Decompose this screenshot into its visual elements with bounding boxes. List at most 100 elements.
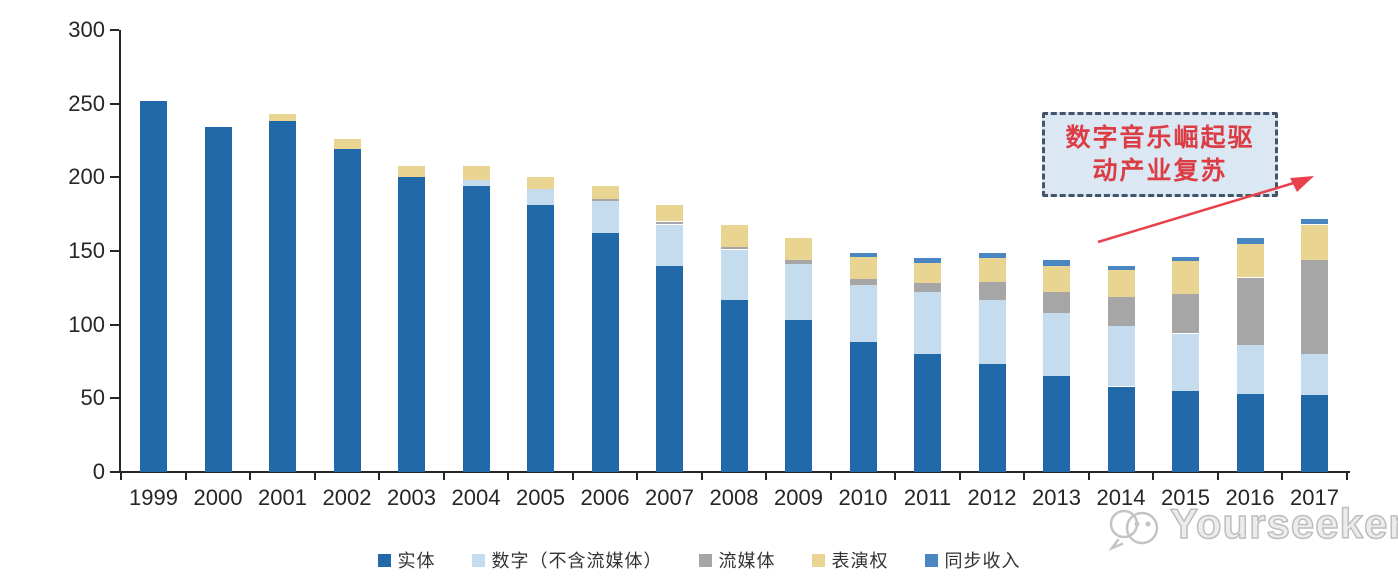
bar-2011-physical: [914, 354, 941, 472]
x-tick-mark: [1281, 472, 1284, 480]
bar-2009-physical: [785, 320, 812, 472]
x-tick-mark: [249, 472, 252, 480]
bar-2016-digital-excl-streaming: [1236, 345, 1264, 394]
watermark: Yourseeker: [1102, 498, 1398, 558]
x-axis-label-2007: 2007: [645, 485, 694, 510]
x-axis-label-2010: 2010: [838, 485, 888, 510]
x-axis-label-2001: 2001: [258, 485, 307, 510]
x-tick-mark: [442, 472, 445, 480]
bar-2017-digital-excl-streaming: [1301, 354, 1328, 396]
bar-2005-digital-excl-streaming: [527, 189, 554, 206]
y-tick-mark: [110, 323, 119, 326]
bar-2007-performance-rights: [656, 205, 683, 222]
bar-2006-physical: [591, 233, 619, 472]
x-tick-mark: [120, 472, 123, 480]
bar-2008-performance-rights: [720, 224, 748, 247]
bar-2002-performance-rights: [333, 139, 361, 150]
bar-2013-streaming: [1043, 292, 1070, 313]
bar-2016-performance-rights: [1236, 243, 1264, 278]
legend-label-streaming: 流媒体: [718, 551, 776, 571]
bar-2008-digital-excl-streaming: [720, 249, 748, 300]
bar-2004-physical: [462, 186, 490, 472]
x-axis-label-2017: 2017: [1290, 485, 1339, 510]
bar-2012-performance-rights: [978, 258, 1006, 282]
bar-2014-performance-rights: [1107, 270, 1135, 297]
x-tick-mark: [507, 472, 510, 480]
legend-label-physical: 实体: [397, 551, 436, 571]
x-axis-label-2005: 2005: [516, 485, 565, 510]
x-tick-mark: [313, 472, 316, 480]
x-tick-mark: [1087, 472, 1090, 480]
y-tick-label: 200: [68, 164, 105, 190]
x-axis-label-2013: 2013: [1032, 485, 1081, 510]
bar-2014-digital-excl-streaming: [1107, 326, 1135, 387]
y-tick-label: 100: [68, 311, 105, 337]
y-tick-mark: [110, 29, 119, 31]
x-tick-mark: [700, 472, 703, 480]
bar-2011-sync-revenue: [914, 258, 941, 263]
bar-2004-performance-rights: [462, 165, 490, 181]
bar-2013-digital-excl-streaming: [1043, 312, 1070, 377]
x-tick-mark: [571, 472, 574, 480]
bar-2006-digital-excl-streaming: [591, 200, 619, 234]
bar-2001-physical: [269, 121, 296, 472]
legend: 实体 数字（不含流媒体） 流媒体 表演权 同步收入: [0, 547, 1398, 573]
bar-2008-streaming: [720, 246, 748, 250]
y-tick-mark: [110, 250, 119, 252]
x-tick-mark: [958, 472, 961, 480]
annotation-text-line2: 动产业复苏: [1092, 156, 1228, 185]
x-axis-label-2014: 2014: [1096, 485, 1146, 510]
bar-2000-physical: [204, 127, 232, 472]
bar-2015-performance-rights: [1172, 261, 1199, 294]
legend-label-performance-rights: 表演权: [831, 551, 889, 571]
legend-swatch-digital-excl-streaming: [471, 553, 485, 567]
bar-2015-streaming: [1172, 293, 1199, 334]
x-axis-label-2015: 2015: [1161, 485, 1210, 510]
bar-2008-physical: [720, 299, 748, 472]
legend-item-digital-excl-streaming: 数字（不含流媒体）: [471, 547, 663, 573]
bar-2011-streaming: [914, 283, 941, 293]
legend-item-physical: 实体: [377, 547, 436, 573]
y-tick-label: 150: [68, 238, 105, 263]
bar-2014-streaming: [1107, 296, 1135, 327]
legend-label-digital-excl-streaming: 数字（不含流媒体）: [491, 551, 663, 571]
y-tick-mark: [110, 471, 119, 473]
x-axis-label-2012: 2012: [967, 485, 1017, 510]
legend-swatch-streaming: [698, 553, 712, 567]
bar-2013-sync-revenue: [1043, 259, 1070, 266]
y-tick-label: 0: [92, 459, 105, 484]
legend-swatch-physical: [377, 553, 391, 567]
x-tick-mark: [894, 472, 897, 480]
x-axis-label-2002: 2002: [322, 485, 372, 510]
annotation-callout-box: 数字音乐崛起驱 动产业复苏: [1042, 112, 1278, 197]
bar-2009-performance-rights: [785, 237, 812, 260]
bar-2015-digital-excl-streaming: [1172, 333, 1199, 391]
bar-2006-streaming: [591, 199, 619, 201]
bar-2010-sync-revenue: [849, 252, 877, 257]
y-tick-mark: [110, 397, 119, 400]
bar-2012-streaming: [978, 281, 1006, 300]
legend-label-sync-revenue: 同步收入: [944, 551, 1021, 571]
bar-2015-sync-revenue: [1172, 256, 1199, 262]
x-tick-mark: [765, 472, 768, 480]
bar-2014-sync-revenue: [1107, 265, 1135, 271]
x-tick-mark: [378, 472, 381, 480]
bar-2012-physical: [978, 364, 1006, 472]
bar-2009-streaming: [785, 259, 812, 265]
bar-2012-digital-excl-streaming: [978, 299, 1006, 365]
bar-2007-digital-excl-streaming: [656, 224, 683, 266]
bar-2017-sync-revenue: [1301, 218, 1328, 225]
bar-2017-streaming: [1301, 259, 1328, 355]
bar-2014-physical: [1107, 386, 1135, 472]
legend-swatch-performance-rights: [811, 553, 825, 567]
x-axis-label-2008: 2008: [709, 485, 759, 510]
x-axis-label-2011: 2011: [903, 485, 952, 510]
x-tick-mark: [1345, 472, 1348, 480]
bar-2017-performance-rights: [1301, 224, 1328, 260]
x-axis-label-2000: 2000: [193, 485, 243, 510]
bar-2010-performance-rights: [849, 256, 877, 279]
legend-item-sync-revenue: 同步收入: [924, 547, 1021, 573]
x-tick-mark: [829, 472, 832, 480]
bar-2012-sync-revenue: [978, 252, 1006, 259]
